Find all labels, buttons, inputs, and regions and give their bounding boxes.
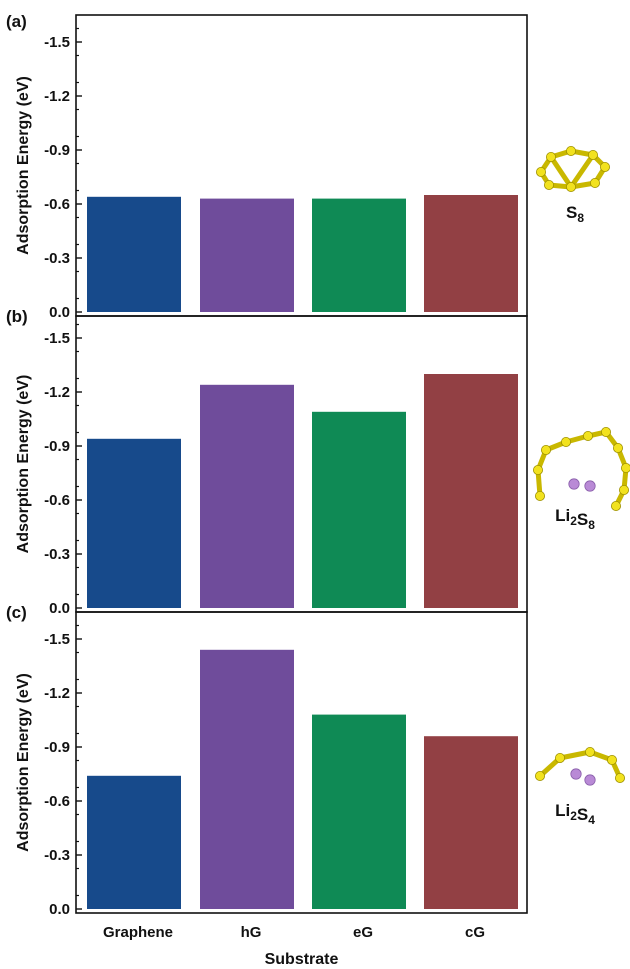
y-tick-label: -1.2 (44, 685, 70, 702)
bond (548, 154, 574, 190)
sulfur-atom (583, 430, 594, 441)
y-tick-label: -0.6 (44, 196, 70, 213)
y-tick-label: -0.6 (44, 492, 70, 509)
bar-hg (200, 198, 294, 312)
bar-graphene (87, 438, 181, 608)
sulfur-atom (615, 773, 626, 784)
sulfur-atom (535, 490, 546, 501)
sulfur-atom (566, 181, 577, 192)
bar-hg (200, 384, 294, 608)
bar-graphene (87, 775, 181, 909)
sulfur-atom (541, 444, 552, 455)
y-tick-label: -1.5 (44, 631, 70, 648)
molecule-structure-icon (535, 747, 626, 786)
sulfur-atom (607, 755, 618, 766)
bar-eg (312, 411, 406, 608)
y-axis-title: Adsorption Energy (eV) (15, 375, 32, 554)
y-tick-label: 0.0 (49, 901, 70, 918)
molecule-structure-icon (533, 426, 630, 511)
bar-cg (424, 374, 518, 608)
molecule-structure-icon (536, 145, 611, 192)
y-tick-label: -1.2 (44, 88, 70, 105)
panel-a: -1.5 -1.2 -0.9 -0.6 -0.3 0.0 (a) Adsorption Ene… (6, 12, 611, 321)
x-tick-label: Graphene (103, 924, 173, 941)
panel-label: (c) (6, 603, 27, 622)
y-axis-title: Adsorption Energy (eV) (15, 76, 32, 255)
y-tick-label: -1.5 (44, 34, 70, 51)
panel-label: (b) (6, 307, 28, 326)
sulfur-atom (566, 145, 577, 156)
lithium-atom (584, 480, 596, 492)
x-tick-label: eG (353, 924, 373, 941)
y-tick-label: -1.5 (44, 330, 70, 347)
y-tick-label: -0.9 (44, 142, 70, 159)
molecule-label: Li2S4 (555, 801, 595, 827)
y-tick-label: -0.9 (44, 438, 70, 455)
panel-label: (a) (6, 12, 27, 31)
lithium-atom (570, 768, 582, 780)
lithium-atom (568, 478, 580, 490)
sulfur-atom (619, 484, 630, 495)
sulfur-atom (621, 463, 630, 473)
x-axis-title: Substrate (265, 951, 339, 968)
lithium-atom (584, 774, 596, 786)
molecule-label: Li2S8 (555, 506, 595, 532)
y-tick-label: -0.3 (44, 250, 70, 267)
bar-graphene (87, 196, 181, 312)
sulfur-atom (588, 149, 599, 160)
sulfur-atom (533, 464, 544, 475)
sulfur-atom (611, 500, 622, 511)
y-tick-label: -0.9 (44, 739, 70, 756)
bar-eg (312, 714, 406, 909)
y-tick-label: -0.3 (44, 546, 70, 563)
bond (557, 749, 593, 761)
plot-frame (75, 611, 528, 914)
sulfur-atom (613, 442, 624, 453)
bar-eg (312, 198, 406, 312)
sulfur-atom (585, 747, 596, 758)
y-tick-label: -0.6 (44, 793, 70, 810)
y-axis-title: Adsorption Energy (eV) (15, 673, 32, 852)
sulfur-atom (544, 179, 555, 190)
bar-hg (200, 649, 294, 909)
sulfur-atom (601, 426, 612, 437)
y-tick-label: 0.0 (49, 304, 70, 321)
sulfur-atom (590, 177, 601, 188)
panel-c: -1.5 -1.2 -0.9 -0.6 -0.3 0.0 (c) Adsorption Ene… (6, 603, 626, 968)
panel-b: -1.5 -1.2 -0.9 -0.6 -0.3 0.0 (b) Adsorption Ene… (6, 307, 630, 617)
y-tick-label: 0.0 (49, 600, 70, 617)
x-tick-label: hG (241, 924, 262, 941)
bar-cg (424, 736, 518, 909)
molecule-label: S8 (566, 203, 584, 225)
sulfur-atom (561, 436, 572, 447)
sulfur-atom (535, 771, 546, 782)
bond (568, 152, 596, 190)
sulfur-atom (600, 161, 611, 172)
sulfur-atom (555, 753, 566, 764)
sulfur-atom (536, 166, 547, 177)
y-tick-label: -0.3 (44, 847, 70, 864)
y-tick-label: -1.2 (44, 384, 70, 401)
sulfur-atom (546, 151, 557, 162)
bar-cg (424, 195, 518, 312)
x-tick-label: cG (465, 924, 485, 941)
